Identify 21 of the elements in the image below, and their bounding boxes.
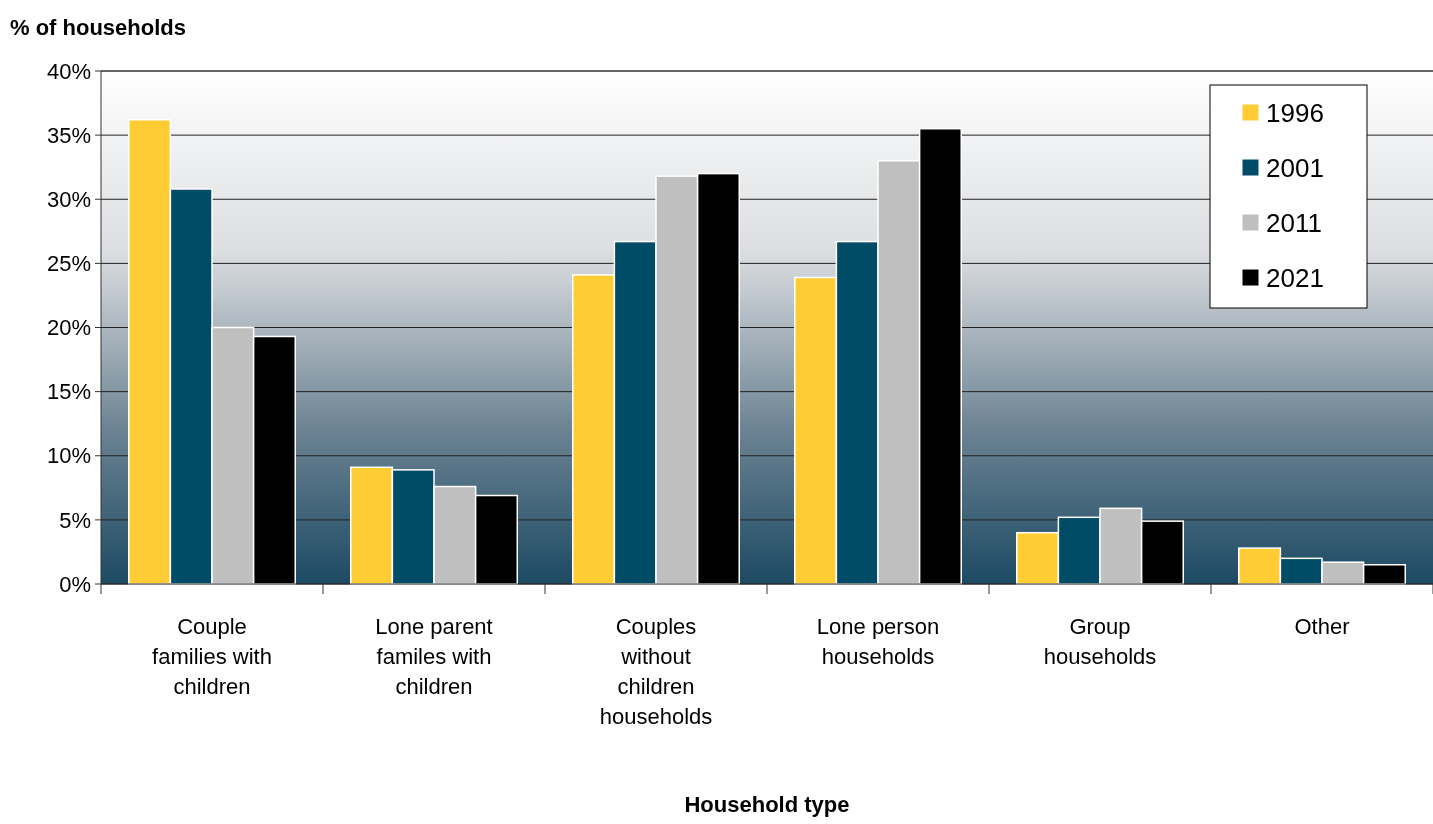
- x-tick-label: Couples without children households: [599, 614, 713, 729]
- x-tick-label: Couple families with children: [152, 614, 272, 699]
- y-tick-label: 10%: [46, 443, 91, 469]
- legend-label: 2001: [1266, 153, 1324, 183]
- legend-label: 2011: [1266, 208, 1322, 238]
- y-tick-label: 20%: [46, 315, 91, 341]
- y-axis-title: % of households: [10, 15, 186, 40]
- legend-label: 1996: [1266, 98, 1324, 128]
- y-tick-label: 5%: [59, 507, 91, 533]
- x-tick-label: Group households: [1043, 614, 1157, 669]
- legend-label: 2021: [1266, 263, 1324, 293]
- y-tick-label: 15%: [46, 379, 91, 405]
- x-tick-label: Lone person households: [816, 614, 940, 669]
- y-tick-label: 30%: [46, 186, 91, 212]
- y-tick-label: 35%: [46, 122, 91, 148]
- y-tick-label: 25%: [46, 251, 91, 277]
- y-tick-label: 40%: [46, 58, 91, 84]
- y-tick-label: 0%: [59, 571, 91, 597]
- x-tick-label: Other: [1294, 614, 1350, 639]
- x-tick-label: Lone parent familes with children: [375, 614, 493, 699]
- x-axis-title: Household type: [684, 792, 850, 817]
